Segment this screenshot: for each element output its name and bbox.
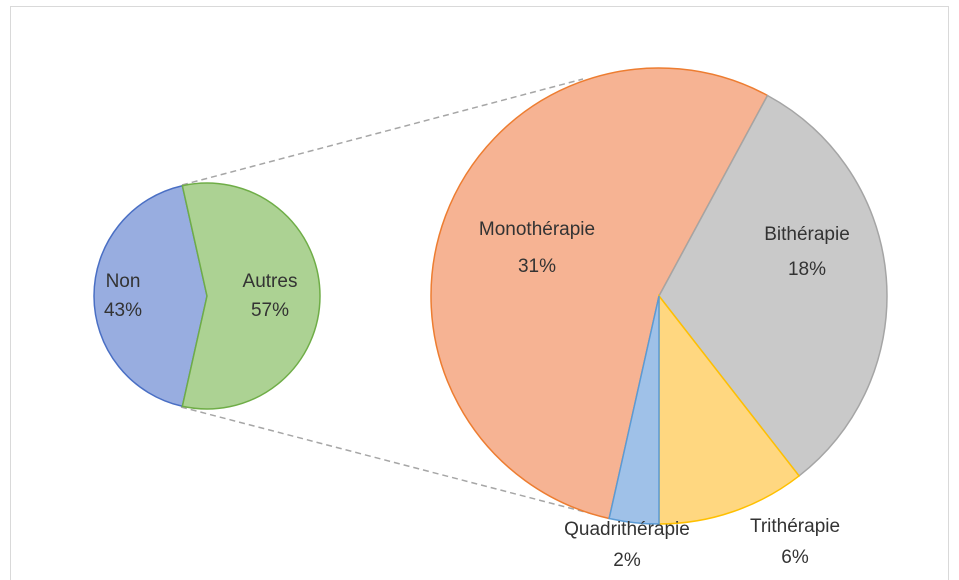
pie-slice xyxy=(658,94,888,477)
pie-slice xyxy=(181,182,321,410)
slice-value-label: 6% xyxy=(781,547,809,568)
pie-slice xyxy=(93,184,208,408)
slice-value-label: 18% xyxy=(788,259,826,280)
slice-label: Trithérapie xyxy=(750,516,840,537)
slice-label: Bithérapie xyxy=(764,224,850,245)
pie-slice xyxy=(658,293,801,525)
slice-label: Quadrithérapie xyxy=(564,519,690,540)
slice-value-label: 31% xyxy=(518,256,556,277)
slice-label: Monothérapie xyxy=(479,219,595,240)
connector-line xyxy=(180,406,609,519)
slice-label: Non xyxy=(106,271,141,292)
pie-slice xyxy=(430,67,769,520)
pie-slice xyxy=(608,295,660,525)
slice-label: Autres xyxy=(243,271,298,292)
slice-value-label: 43% xyxy=(104,300,142,321)
slice-value-label: 2% xyxy=(613,550,641,571)
slice-value-label: 57% xyxy=(251,300,289,321)
connector-line xyxy=(181,78,584,186)
